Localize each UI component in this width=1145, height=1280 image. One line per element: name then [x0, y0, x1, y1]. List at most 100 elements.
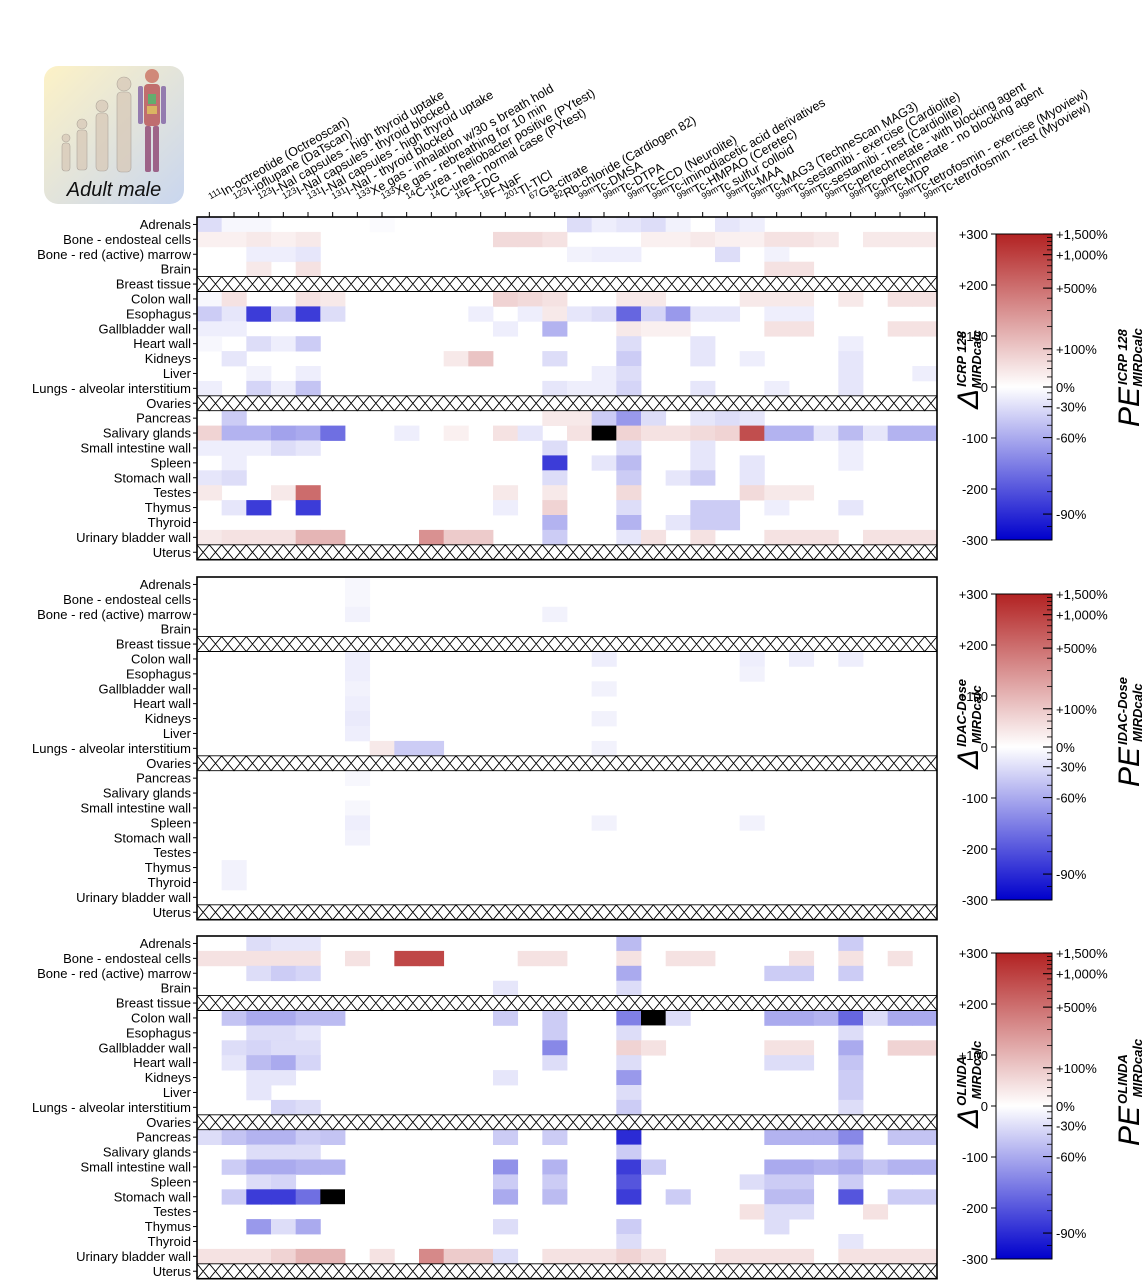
heatmap-cell [813, 425, 839, 441]
heatmap-cell [221, 1248, 247, 1265]
colorbar-tick-label: +200 [959, 278, 988, 293]
heatmap-cell [295, 1144, 321, 1160]
heatmap-cell [419, 529, 445, 546]
heatmap-cell [591, 681, 617, 697]
heatmap-cell [764, 261, 790, 277]
row-label: Stomach wall [114, 1189, 191, 1204]
heatmap-cell [419, 740, 445, 757]
heatmap-cell [295, 246, 321, 263]
heatmap-cell [912, 321, 938, 337]
colorbar: +300 +200 +100 0 -100 -200 -300 +1,500% +1,000% +… [952, 587, 1145, 908]
heatmap-cell [789, 231, 815, 248]
colorbar: +300 +200 +100 0 -100 -200 -300 +1,500% +1,000% +… [952, 946, 1145, 1267]
row-label: Ovaries [146, 1115, 191, 1130]
heatmap-cell [591, 651, 617, 667]
heatmap-cell [197, 485, 223, 501]
row-label: Uterus [153, 1264, 192, 1279]
heatmap-cell [295, 485, 321, 501]
heatmap-cell [443, 351, 469, 367]
heatmap-cell [616, 351, 642, 367]
row-label: Thyroid [148, 875, 191, 890]
heatmap-cell [246, 440, 272, 456]
heatmap-cell [616, 440, 642, 456]
heatmap-cell [641, 306, 667, 322]
heatmap-cell [764, 321, 790, 337]
row-label: Testes [153, 1204, 191, 1219]
row-label: Gallbladder wall [99, 321, 192, 336]
heatmap-cell [863, 1010, 889, 1026]
pe-tick-label: -90% [1056, 507, 1087, 522]
row-label: Urinary bladder wall [76, 1249, 191, 1264]
heatmap-cell [715, 425, 741, 441]
heatmap-cell [665, 1010, 691, 1026]
heatmap-cell [295, 1219, 321, 1235]
heatmap-cell [715, 515, 741, 531]
heatmap-cell [616, 965, 642, 982]
heatmap-cell [345, 577, 371, 593]
heatmap-cell [665, 950, 691, 967]
row-label: Small intestine wall [80, 1159, 191, 1174]
row-label: Bone - endosteal cells [63, 232, 191, 247]
heatmap-cell [246, 1174, 272, 1190]
heatmap-cell [493, 1189, 519, 1205]
heatmap-cell [295, 1129, 321, 1145]
heatmap-cell [394, 425, 420, 441]
heatmap-cell [221, 500, 247, 516]
heatmap-cell [665, 306, 691, 322]
heatmap-cell [197, 380, 223, 397]
heatmap-cell [641, 425, 667, 441]
heatmap-cells [197, 217, 938, 546]
heatmap-cell [838, 965, 864, 982]
na-row-background [197, 755, 937, 771]
heatmap-cell [345, 770, 371, 786]
heatmap-cell [616, 1099, 642, 1116]
row-label: Spleen [151, 1174, 191, 1189]
heatmap-cell [271, 1055, 297, 1071]
heatmap-cell [838, 380, 864, 397]
heatmap-cell [887, 1248, 913, 1265]
heatmap-cell [838, 1040, 864, 1056]
heatmap-cell [542, 1174, 568, 1190]
heatmap-cell [764, 380, 790, 397]
heatmap-cell [887, 291, 913, 307]
heatmap-cell [493, 291, 519, 307]
na-row-background [197, 995, 937, 1011]
heatmap-cell [369, 217, 395, 233]
heatmap-cell [715, 1248, 741, 1265]
heatmap-cell [690, 231, 716, 248]
heatmap-cell [320, 1159, 346, 1175]
heatmap-cell [295, 950, 321, 967]
row-label: Liver [163, 726, 192, 741]
row-label: Liver [163, 1085, 192, 1100]
heatmap-cell [221, 1159, 247, 1175]
heatmap-cell [320, 306, 346, 322]
heatmap-cell [616, 1219, 642, 1235]
heatmap-cell [542, 231, 568, 248]
pe-tick-label: -30% [1056, 1119, 1087, 1134]
heatmap-cell [394, 740, 420, 757]
heatmap-cell [739, 1248, 765, 1265]
heatmap-cell [271, 1144, 297, 1160]
heatmap-cell [320, 1129, 346, 1145]
heatmap-cell [493, 231, 519, 248]
pe-tick-label: +1,500% [1056, 587, 1108, 602]
heatmap-cell [394, 950, 420, 967]
heatmap-cell [887, 1189, 913, 1205]
heatmap-cell [764, 1248, 790, 1265]
heatmap-cell [789, 1204, 815, 1220]
delta-axis-title: ΔICRP 128MIRDcalc [952, 329, 985, 410]
row-label: Brain [161, 622, 191, 637]
row-label: Testes [153, 845, 191, 860]
panel-background [197, 577, 937, 920]
heatmap-cell [542, 1159, 568, 1175]
colorbar-tick-label: -300 [962, 1252, 988, 1267]
row-label: Testes [153, 485, 191, 500]
heatmap-cell [616, 1189, 642, 1205]
heatmap-cell [616, 529, 642, 546]
heatmap-cell [690, 455, 716, 471]
heatmap-cell [295, 291, 321, 307]
row-label: Bone - endosteal cells [63, 951, 191, 966]
heatmap-cell [665, 217, 691, 233]
row-label: Adrenals [140, 936, 192, 951]
